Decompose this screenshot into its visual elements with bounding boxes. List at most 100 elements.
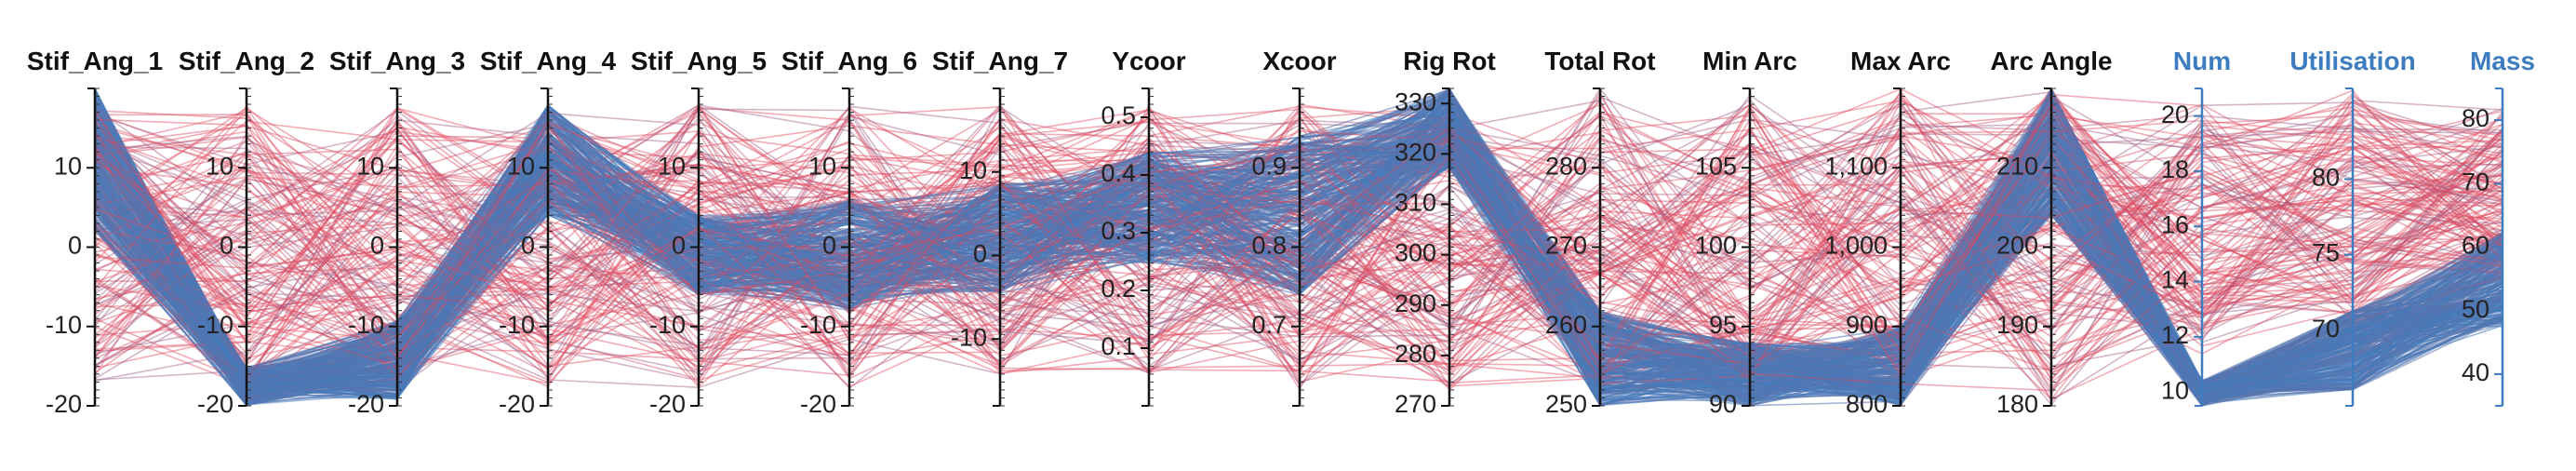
tick-label: 0 [973, 240, 987, 268]
tick-label: 75 [2312, 239, 2340, 267]
tick-label: 90 [1709, 390, 1737, 418]
tick-label: 40 [2462, 358, 2489, 386]
tick-label: 0.2 [1101, 275, 1136, 303]
tick-label: 0 [68, 232, 82, 260]
tick-label: -10 [499, 311, 535, 339]
tick-label: 190 [1996, 311, 2038, 339]
axis-title: Stif_Ang_2 [179, 47, 314, 75]
axis-title: Stif_Ang_4 [480, 47, 617, 75]
tick-label: 0 [672, 232, 686, 260]
axis-mass[interactable]: Mass 40 50 60 70 80 [2462, 47, 2535, 407]
tick-label: 10 [2161, 376, 2189, 404]
axis-title: Mass [2470, 47, 2535, 75]
tick-label: -10 [951, 323, 987, 351]
tick-label: 10 [507, 152, 535, 180]
axis-title: Ycoor [1112, 47, 1185, 75]
tick-label: 200 [1996, 232, 2038, 260]
tick-label: -20 [46, 390, 82, 418]
tick-label: 260 [1545, 311, 1587, 339]
tick-label: 80 [2462, 104, 2489, 132]
tick-label: 100 [1695, 232, 1737, 260]
tick-label: -10 [348, 311, 384, 339]
tick-label: 180 [1996, 390, 2038, 418]
tick-label: 0.9 [1251, 152, 1287, 180]
tick-label: 10 [658, 152, 686, 180]
tick-label: 70 [2312, 315, 2340, 343]
tick-label: 310 [1395, 189, 1436, 217]
axis-rig-rot[interactable]: Rig Rot 270 280 290 300 310 320 330 [1395, 47, 1496, 418]
axis-min-arc[interactable]: Min Arc 90 95 100 105 [1695, 47, 1797, 418]
axis-ycoor[interactable]: Ycoor 0.1 0.2 0.3 0.4 0.5 [1101, 47, 1186, 407]
axis-title: Arc Angle [1990, 47, 2112, 75]
axis-title: Utilisation [2289, 47, 2415, 75]
tick-label: -20 [800, 390, 836, 418]
tick-label: 16 [2161, 210, 2189, 238]
tick-label: 280 [1545, 152, 1587, 180]
tick-label: 105 [1695, 152, 1737, 180]
tick-label: 800 [1846, 390, 1888, 418]
axis-arc-angle[interactable]: Arc Angle 180 190 200 210 [1990, 47, 2112, 418]
tick-label: 210 [1996, 152, 2038, 180]
tick-label: -10 [800, 311, 836, 339]
axis-title: Stif_Ang_5 [631, 47, 767, 75]
tick-label: 14 [2161, 266, 2189, 294]
tick-label: 0.1 [1101, 332, 1136, 360]
axis-stif-ang-1[interactable]: Stif_Ang_1 -20 -10 0 10 [27, 47, 163, 418]
axis-title: Stif_Ang_7 [932, 47, 1068, 75]
tick-label: 0 [370, 232, 384, 260]
tick-label: 0 [822, 232, 836, 260]
axis-stif-ang-7[interactable]: Stif_Ang_7 -10 0 10 [932, 47, 1068, 407]
axis-xcoor[interactable]: Xcoor 0.7 0.8 0.9 [1251, 47, 1337, 407]
tick-label: 0.4 [1101, 159, 1136, 187]
tick-label: 20 [2161, 101, 2189, 128]
axis-title: Num [2173, 47, 2231, 75]
tick-label: 320 [1395, 138, 1436, 166]
tick-label: -20 [649, 390, 686, 418]
tick-label: -20 [197, 390, 234, 418]
tick-label: 10 [959, 156, 987, 184]
axis-num[interactable]: Num 10 12 14 16 18 20 [2161, 47, 2231, 407]
tick-label: 10 [356, 152, 384, 180]
tick-label: 250 [1545, 390, 1587, 418]
tick-label: 95 [1709, 311, 1737, 339]
tick-label: 0.5 [1101, 101, 1136, 129]
tick-label: 18 [2161, 155, 2189, 183]
tick-label: -20 [348, 390, 384, 418]
axis-title: Min Arc [1702, 47, 1797, 75]
axis-title: Rig Rot [1403, 47, 1496, 75]
axis-title: Stif_Ang_3 [329, 47, 465, 75]
tick-label: 1,100 [1824, 152, 1888, 180]
tick-label: -10 [46, 311, 82, 339]
axis-max-arc[interactable]: Max Arc 800 900 1,000 1,100 [1824, 47, 1951, 418]
tick-label: -20 [499, 390, 535, 418]
tick-label: 1,000 [1824, 232, 1888, 260]
axis-stif-ang-2[interactable]: Stif_Ang_2 -20 -10 0 10 [179, 47, 314, 418]
tick-label: 0 [521, 232, 535, 260]
axis-title: Max Arc [1850, 47, 1951, 75]
axis-title: Total Rot [1544, 47, 1655, 75]
tick-label: 0 [220, 232, 234, 260]
tick-label: 50 [2462, 295, 2489, 323]
tick-label: 290 [1395, 289, 1436, 317]
axis-utilisation[interactable]: Utilisation 70 75 80 [2289, 47, 2416, 407]
tick-label: 0.8 [1251, 232, 1287, 260]
axis-stif-ang-3[interactable]: Stif_Ang_3 -20 -10 0 10 [329, 47, 465, 418]
axis-stif-ang-4[interactable]: Stif_Ang_4 -20 -10 0 10 [480, 47, 617, 418]
axes-layer: Stif_Ang_1-20-10010Stif_Ang_2-20-10010St… [27, 47, 2535, 418]
tick-label: 80 [2312, 164, 2340, 192]
axis-total-rot[interactable]: Total Rot 250 260 270 280 [1544, 47, 1655, 418]
tick-label: 270 [1545, 232, 1587, 260]
axis-title: Stif_Ang_6 [781, 47, 917, 75]
tick-label: 12 [2161, 321, 2189, 349]
axis-stif-ang-6[interactable]: Stif_Ang_6 -20 -10 0 10 [781, 47, 917, 418]
tick-label: -10 [649, 311, 686, 339]
tick-label: 330 [1395, 87, 1436, 115]
tick-label: 900 [1846, 311, 1888, 339]
tick-label: 10 [206, 152, 234, 180]
tick-label: 10 [54, 152, 82, 180]
axis-stif-ang-5[interactable]: Stif_Ang_5 -20 -10 0 10 [631, 47, 767, 418]
tick-label: 0.3 [1101, 217, 1136, 245]
tick-label: -10 [197, 311, 234, 339]
tick-label: 70 [2462, 168, 2489, 195]
axis-title: Xcoor [1262, 47, 1336, 75]
